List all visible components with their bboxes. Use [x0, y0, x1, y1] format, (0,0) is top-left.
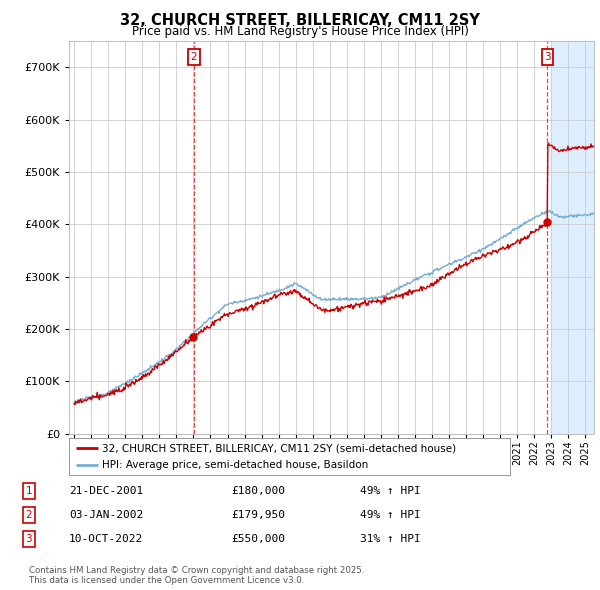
Text: 10-OCT-2022: 10-OCT-2022	[69, 535, 143, 544]
Text: 3: 3	[544, 52, 551, 62]
Text: £180,000: £180,000	[231, 486, 285, 496]
Bar	[551, 41, 594, 434]
Text: 32, CHURCH STREET, BILLERICAY, CM11 2SY (semi-detached house): 32, CHURCH STREET, BILLERICAY, CM11 2SY …	[102, 443, 456, 453]
Text: £550,000: £550,000	[231, 535, 285, 544]
Text: Price paid vs. HM Land Registry's House Price Index (HPI): Price paid vs. HM Land Registry's House …	[131, 25, 469, 38]
Text: 31% ↑ HPI: 31% ↑ HPI	[360, 535, 421, 544]
Text: 32, CHURCH STREET, BILLERICAY, CM11 2SY: 32, CHURCH STREET, BILLERICAY, CM11 2SY	[120, 13, 480, 28]
Text: Contains HM Land Registry data © Crown copyright and database right 2025.
This d: Contains HM Land Registry data © Crown c…	[29, 566, 364, 585]
Text: £179,950: £179,950	[231, 510, 285, 520]
Text: 03-JAN-2002: 03-JAN-2002	[69, 510, 143, 520]
Text: 1: 1	[25, 486, 32, 496]
Text: 3: 3	[25, 535, 32, 544]
Text: 49% ↑ HPI: 49% ↑ HPI	[360, 510, 421, 520]
Text: 2: 2	[25, 510, 32, 520]
Text: HPI: Average price, semi-detached house, Basildon: HPI: Average price, semi-detached house,…	[102, 460, 368, 470]
Text: 49% ↑ HPI: 49% ↑ HPI	[360, 486, 421, 496]
Text: 2: 2	[190, 52, 197, 62]
Text: 21-DEC-2001: 21-DEC-2001	[69, 486, 143, 496]
